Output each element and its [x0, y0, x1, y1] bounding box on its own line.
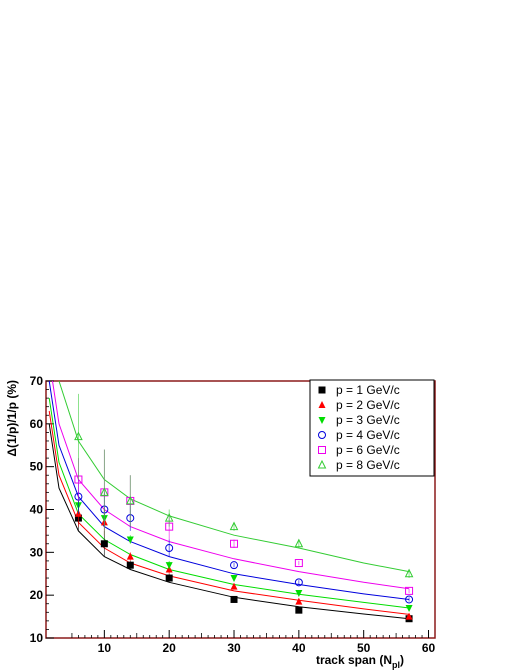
data-point-series-1	[295, 606, 303, 614]
data-point-series-1	[165, 574, 173, 582]
data-point-series-3	[165, 562, 173, 570]
data-point-series-2	[295, 597, 303, 605]
data-point-series-6	[100, 487, 109, 496]
data-point-series-4	[165, 544, 174, 553]
x-axis-title: track span (Npl)	[316, 653, 404, 670]
data-point-series-4	[405, 595, 414, 604]
data-point-series-4	[294, 578, 303, 587]
legend-label-4: p = 4 GeV/c	[336, 428, 400, 442]
data-points	[74, 393, 414, 623]
legend-marker-1	[318, 386, 326, 394]
data-point-series-2	[405, 612, 413, 620]
x-axis-title-main: track span (N	[316, 653, 392, 667]
y-tick-label: 20	[30, 588, 44, 602]
x-tick-label: 10	[98, 641, 112, 655]
legend-marker-5	[318, 446, 326, 454]
data-point-series-6	[294, 538, 304, 548]
legend-label-6: p = 8 GeV/c	[336, 458, 400, 472]
y-tick-label: 30	[30, 545, 44, 559]
legend-label-5: p = 6 GeV/c	[336, 443, 400, 457]
data-point-series-1	[230, 595, 238, 603]
legend: p = 1 GeV/cp = 2 GeV/cp = 3 GeV/cp = 4 G…	[309, 379, 435, 477]
data-point-series-5	[230, 539, 239, 548]
legend-label-1: p = 1 GeV/c	[336, 383, 400, 397]
x-tick-label: 30	[227, 641, 241, 655]
data-point-series-5	[405, 586, 414, 595]
axis-ticks: 10 20 30 40 50 60 10 20 30 40 50 60 70	[30, 374, 436, 655]
data-point-series-3	[295, 590, 303, 598]
data-point-series-6	[229, 521, 239, 531]
data-point-series-6	[125, 495, 135, 505]
x-tick-label: 40	[292, 641, 306, 655]
fit-curve-series-4	[48, 380, 410, 600]
legend-label-3: p = 3 GeV/c	[336, 413, 400, 427]
fit-curve-series-3	[48, 398, 410, 609]
data-point-series-3	[126, 536, 134, 544]
y-tick-label: 70	[30, 374, 44, 388]
data-point-series-1	[100, 540, 108, 548]
x-tick-label: 60	[422, 641, 436, 655]
legend-marker-6	[317, 459, 327, 469]
data-point-series-6	[404, 568, 414, 578]
data-point-series-2	[230, 582, 238, 590]
x-tick-label: 50	[357, 641, 371, 655]
data-point-series-6	[164, 512, 174, 522]
fit-curves	[48, 380, 410, 620]
legend-marker-4	[318, 431, 326, 439]
legend-items: p = 1 GeV/cp = 2 GeV/cp = 3 GeV/cp = 4 G…	[317, 383, 400, 472]
y-tick-label: 10	[30, 631, 44, 645]
y-tick-label: 50	[30, 460, 44, 474]
fit-curve-series-2	[48, 410, 410, 615]
data-point-series-3	[405, 605, 413, 613]
data-point-series-2	[126, 552, 134, 560]
data-point-series-5	[294, 559, 303, 568]
y-tick-label: 60	[30, 417, 44, 431]
legend-label-2: p = 2 GeV/c	[336, 398, 400, 412]
y-axis-title: Δ(1/p)/1/p (%)	[5, 380, 19, 457]
data-point-series-4	[230, 561, 239, 570]
x-axis-title-subscript: pl	[392, 660, 400, 670]
fit-curve-series-5	[52, 380, 410, 590]
y-tick-label: 40	[30, 503, 44, 517]
data-point-series-1	[126, 561, 134, 569]
legend-marker-2	[318, 401, 326, 408]
data-point-series-6	[74, 431, 83, 441]
legend-marker-3	[318, 417, 326, 424]
x-tick-label: 20	[163, 641, 177, 655]
x-axis-title-close: )	[400, 653, 404, 667]
data-point-series-3	[230, 575, 238, 583]
fit-curve-series-1	[48, 423, 410, 620]
legend-box	[309, 379, 435, 477]
